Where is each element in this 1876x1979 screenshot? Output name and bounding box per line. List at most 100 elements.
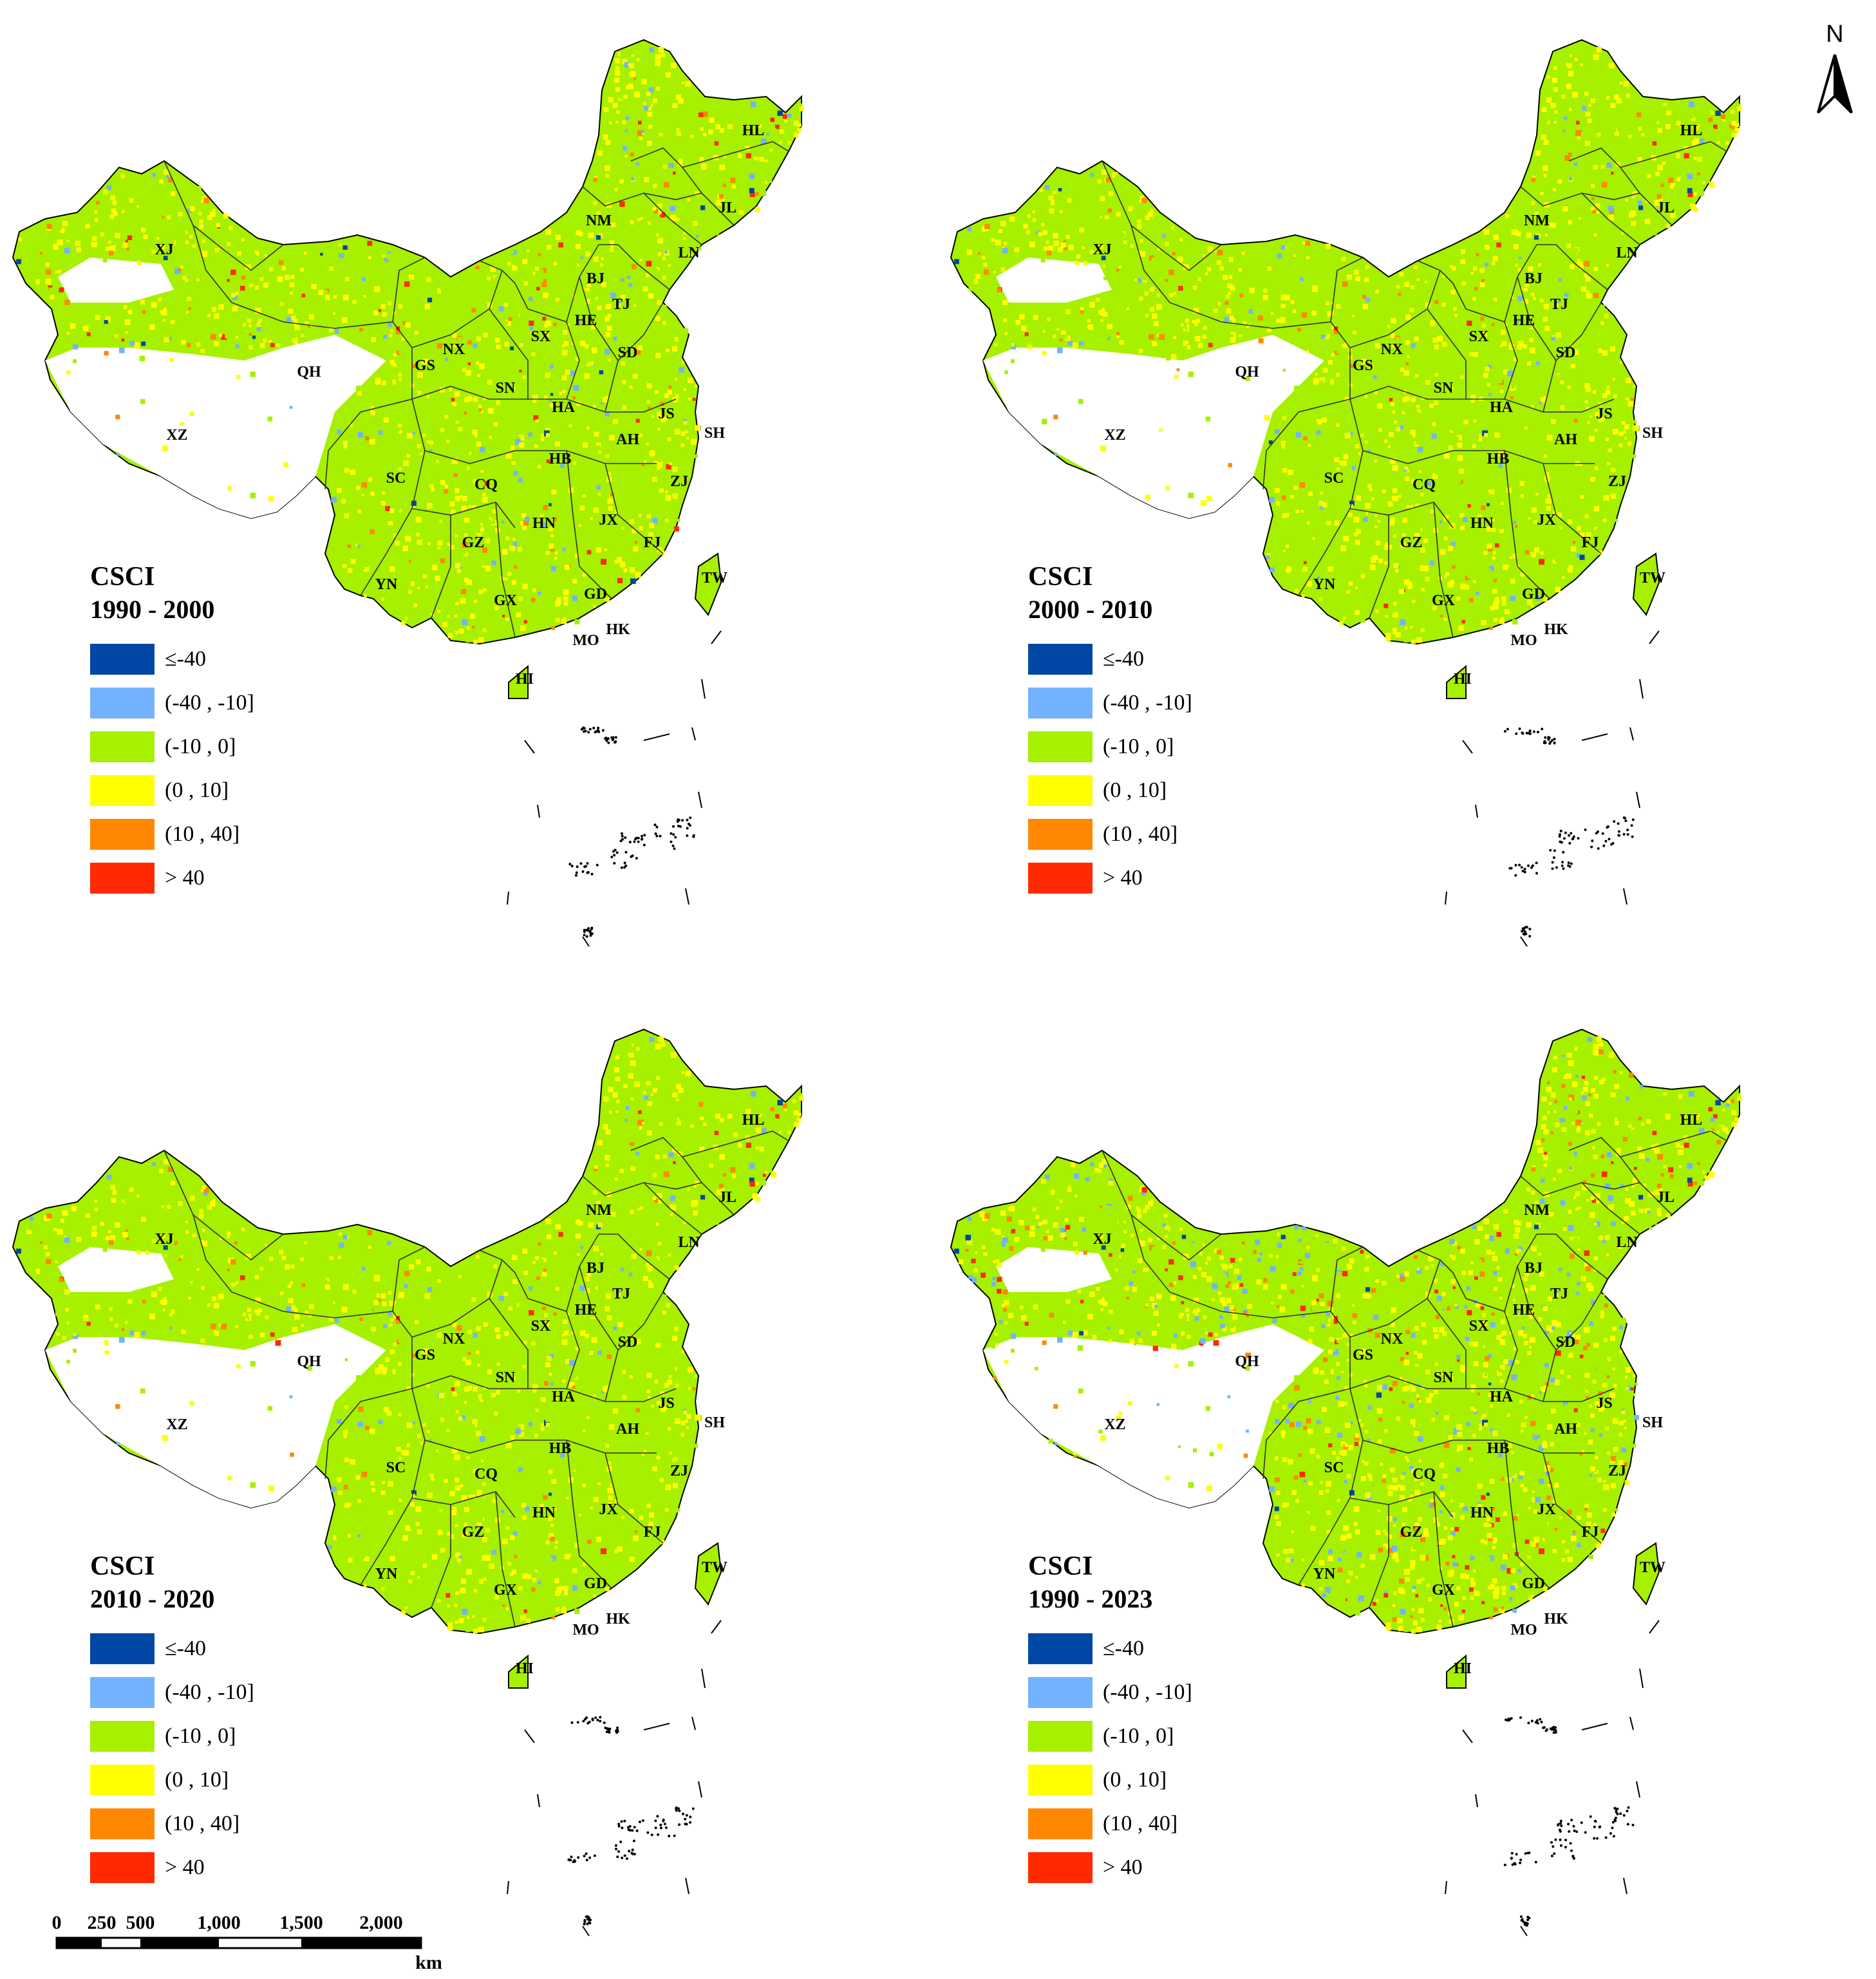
raster-cell [1017, 258, 1021, 263]
raster-cell [649, 1036, 655, 1042]
raster-cell [502, 1604, 505, 1607]
raster-cell [1666, 110, 1671, 115]
raster-cell [1163, 228, 1168, 233]
raster-cell [178, 268, 182, 272]
raster-cell [1183, 328, 1187, 332]
raster-cell [559, 391, 562, 395]
raster-cell [1557, 512, 1562, 518]
no-data-area [45, 335, 386, 518]
province-label: LN [678, 245, 700, 261]
raster-cell [695, 1374, 698, 1377]
raster-cell [758, 1114, 762, 1118]
raster-cell [1434, 400, 1438, 405]
raster-cell [259, 1262, 263, 1267]
raster-cell [242, 323, 246, 327]
raster-cell [334, 241, 339, 246]
raster-cell [517, 1389, 520, 1393]
legend-period: 1990 - 2000 [90, 595, 215, 624]
raster-cell [1394, 388, 1400, 395]
raster-cell [1698, 138, 1705, 144]
raster-cell [1472, 235, 1478, 241]
province-label: AH [1554, 431, 1577, 448]
raster-cell [541, 1337, 547, 1344]
raster-cell [1519, 262, 1523, 266]
raster-cell [109, 1317, 113, 1321]
raster-cell [1384, 545, 1389, 550]
raster-cell [1391, 517, 1395, 521]
raster-cell [1341, 460, 1347, 466]
raster-cell [1393, 534, 1396, 538]
raster-cell [618, 301, 621, 304]
raster-cell [521, 513, 527, 518]
raster-cell [632, 284, 638, 290]
raster-cell [1652, 230, 1657, 236]
raster-cell [1151, 257, 1157, 263]
raster-cell [378, 430, 383, 435]
south-china-sea-island [1590, 845, 1593, 849]
raster-cell [121, 338, 125, 342]
province-boundary [599, 244, 670, 290]
raster-cell [414, 353, 418, 358]
raster-cell [342, 294, 349, 301]
raster-cell [793, 120, 799, 126]
raster-cell [1139, 200, 1142, 203]
raster-cell [124, 1323, 129, 1328]
raster-cell [582, 572, 586, 577]
raster-cell [363, 569, 366, 572]
raster-cell [658, 210, 662, 214]
south-china-sea-island [1570, 832, 1573, 835]
raster-cell [460, 404, 464, 409]
raster-cell [1593, 281, 1597, 284]
province-label: SX [1469, 328, 1489, 345]
raster-cell [1450, 541, 1456, 547]
south-china-sea-island [1577, 837, 1580, 840]
raster-cell [1009, 216, 1015, 222]
raster-cell [435, 325, 439, 329]
raster-cell [662, 1154, 667, 1158]
raster-cell [1358, 433, 1362, 436]
raster-cell [467, 362, 471, 366]
raster-cell [621, 399, 624, 403]
raster-cell [485, 538, 490, 543]
raster-cell [344, 1457, 350, 1463]
south-china-sea-island [1591, 839, 1594, 842]
raster-cell [653, 310, 658, 315]
raster-cell [1582, 447, 1588, 453]
raster-cell [1737, 106, 1742, 111]
south-china-sea-island [643, 843, 646, 847]
raster-cell [563, 617, 566, 620]
raster-cell [695, 425, 700, 431]
raster-cell [1051, 200, 1055, 203]
raster-cell [397, 1539, 402, 1544]
raster-cell [156, 173, 160, 177]
province-boundary [605, 302, 664, 413]
raster-cell [621, 361, 626, 366]
south-china-sea-island [1606, 826, 1609, 829]
raster-cell [1053, 415, 1058, 420]
raster-cell [1052, 187, 1056, 191]
raster-cell [1416, 404, 1420, 408]
raster-cell [1618, 443, 1623, 447]
south-china-sea-island [1537, 731, 1539, 734]
raster-cell [400, 350, 405, 354]
raster-cell [1080, 199, 1086, 205]
raster-cell [1473, 267, 1477, 271]
raster-cell [141, 341, 146, 346]
raster-cell [368, 256, 371, 259]
raster-cell [454, 556, 458, 560]
raster-cell [1163, 333, 1168, 339]
south-china-sea-island [570, 865, 574, 868]
raster-cell [1159, 334, 1165, 340]
raster-cell [1568, 220, 1572, 225]
raster-cell [180, 422, 185, 426]
raster-cell [1341, 257, 1346, 261]
raster-cell [399, 509, 402, 512]
raster-cell [53, 292, 57, 295]
raster-cell [1534, 235, 1539, 240]
raster-cell [1547, 117, 1551, 121]
raster-cell [1342, 342, 1348, 348]
raster-cell [1377, 403, 1383, 409]
raster-cell [638, 120, 642, 125]
raster-cell [646, 273, 650, 277]
raster-cell [545, 1362, 550, 1367]
